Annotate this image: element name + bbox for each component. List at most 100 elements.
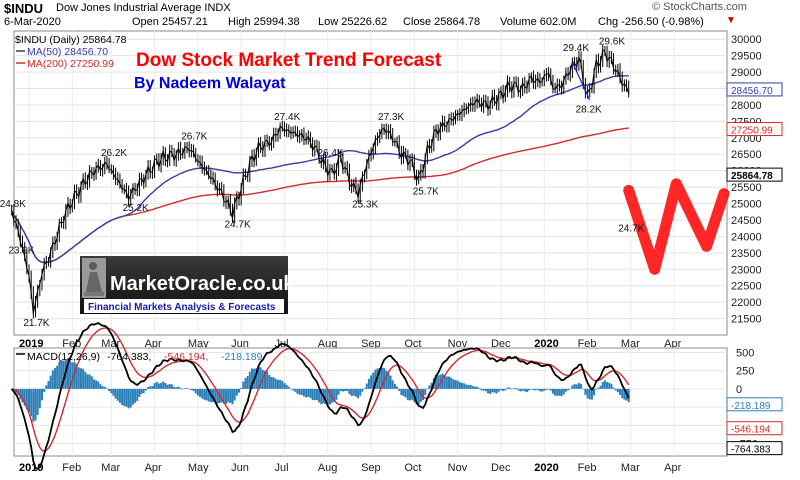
histogram-bar	[489, 388, 492, 394]
x-tick-label: Oct	[404, 338, 421, 350]
low-value: Low 25226.62	[318, 16, 388, 28]
histogram-bar	[387, 372, 390, 389]
histogram-bar	[564, 388, 567, 392]
histogram-bar	[478, 388, 481, 389]
histogram-bar	[424, 388, 427, 396]
histogram-bar	[588, 388, 591, 400]
histogram-bar	[393, 383, 396, 389]
histogram-bar	[103, 386, 106, 389]
histogram-bar	[502, 388, 505, 392]
histogram-bar	[207, 388, 210, 402]
histogram-bar	[263, 370, 266, 389]
forecast-w-line	[623, 178, 730, 275]
x-tick-label: Sep	[361, 338, 381, 350]
annotation-label: 26.2K	[101, 148, 127, 159]
histogram-bar	[283, 383, 286, 389]
last-price-label-box	[726, 167, 783, 182]
histogram-bar	[428, 385, 431, 389]
index-name: Dow Jones Industrial Average INDX	[56, 2, 231, 14]
histogram-bar	[162, 381, 165, 389]
histogram-bar	[541, 388, 544, 392]
y-tick-label: 29500	[731, 51, 762, 63]
x-tick-label: 2019	[19, 462, 43, 474]
x-tick-label: Jun	[231, 462, 249, 474]
legend-ma50: MA(50) 28456.70	[27, 46, 108, 58]
histogram-bar	[151, 385, 154, 389]
histogram-bar	[603, 380, 606, 389]
histogram-bar	[49, 375, 52, 389]
histogram-bar	[270, 377, 273, 389]
quote-date: 6-Mar-2020	[4, 16, 61, 28]
annotation-label: 25.7K	[413, 187, 439, 198]
y-tick-label: 23000	[731, 264, 762, 276]
histogram-bar	[422, 388, 425, 401]
histogram-bar	[205, 388, 208, 401]
histogram-bar	[248, 371, 251, 389]
histogram-bar	[556, 388, 559, 396]
histogram-bar	[164, 382, 167, 389]
histogram-bar	[313, 388, 316, 401]
ma50-value-label: 28456.70	[731, 86, 773, 97]
annotation-label: 27.4K	[274, 112, 300, 123]
histogram-bar	[235, 388, 238, 396]
histogram-bar	[406, 388, 409, 401]
x-tick-label: Oct	[404, 462, 421, 474]
histogram-bar	[499, 388, 502, 391]
histogram-bar	[281, 380, 284, 389]
histogram-bar	[28, 388, 30, 412]
histogram-bar	[77, 367, 80, 389]
histogram-bar	[309, 388, 312, 398]
x-tick-label: Nov	[448, 462, 468, 474]
price-legend: $INDU (Daily) 25864.78 MA(50) 28456.70 M…	[15, 34, 127, 70]
histogram-bar	[567, 388, 570, 391]
histogram-bar	[398, 388, 401, 391]
histogram-bar	[437, 375, 440, 389]
histogram-bar	[307, 388, 310, 398]
price-bars	[11, 44, 630, 319]
source-credit[interactable]: © StockCharts.com	[652, 1, 747, 13]
histogram-bar	[116, 388, 119, 401]
histogram-bar	[333, 388, 336, 403]
histogram-bar	[337, 388, 340, 395]
histogram-bar	[40, 388, 43, 401]
histogram-bar	[112, 388, 115, 396]
histogram-bar	[506, 387, 509, 389]
histogram-bar	[274, 378, 277, 389]
histogram-bar	[348, 388, 351, 395]
price-x-axis: 2019 Feb Mar Apr May Jun Jul Aug Sep Oct Nov Dec 202…	[19, 338, 682, 350]
volume-value: Volume 602.0M	[500, 16, 577, 28]
histogram-bar	[497, 388, 500, 392]
legend-macd-prefix: MACD(12,26,9)	[27, 351, 100, 363]
x-tick-label: Mar	[621, 338, 640, 350]
histogram-bar	[168, 384, 171, 389]
histogram-bar	[129, 388, 132, 408]
histogram-bar	[608, 382, 611, 389]
annotation-label: 25.2K	[123, 203, 149, 214]
y-tick-label: 28000	[731, 100, 762, 112]
histogram-bar	[268, 375, 271, 389]
histogram-bar	[105, 388, 108, 389]
y-tick-label: 21500	[731, 314, 762, 326]
histogram-bar	[86, 374, 89, 389]
macd-x-axis: 2019 Feb Mar Apr May Jun Jul Aug Sep Oct Nov Dec 202…	[19, 462, 682, 474]
histogram-bar	[580, 383, 583, 389]
histogram-bar	[97, 381, 100, 389]
histogram-bar	[471, 386, 474, 389]
histogram-bar	[450, 377, 453, 389]
histogram-bar	[456, 380, 459, 389]
histogram-bar	[71, 362, 74, 389]
annotation-label: 24.7K	[618, 223, 644, 234]
histogram-bar	[160, 383, 163, 389]
histogram-bar	[554, 388, 557, 396]
down-triangle-icon: ▼	[726, 15, 736, 26]
histogram-bar	[536, 388, 539, 391]
y-tick-label: 30000	[731, 34, 762, 46]
y-tick-label: 22500	[731, 281, 762, 293]
histogram-bar	[173, 386, 176, 389]
histogram-bar	[225, 388, 228, 404]
histogram-bar	[43, 388, 46, 392]
histogram-bar	[118, 388, 121, 403]
histogram-bar	[599, 385, 602, 389]
legend-macd-value: -764.383,	[107, 351, 151, 363]
annotation-label: 25.3K	[352, 200, 378, 211]
